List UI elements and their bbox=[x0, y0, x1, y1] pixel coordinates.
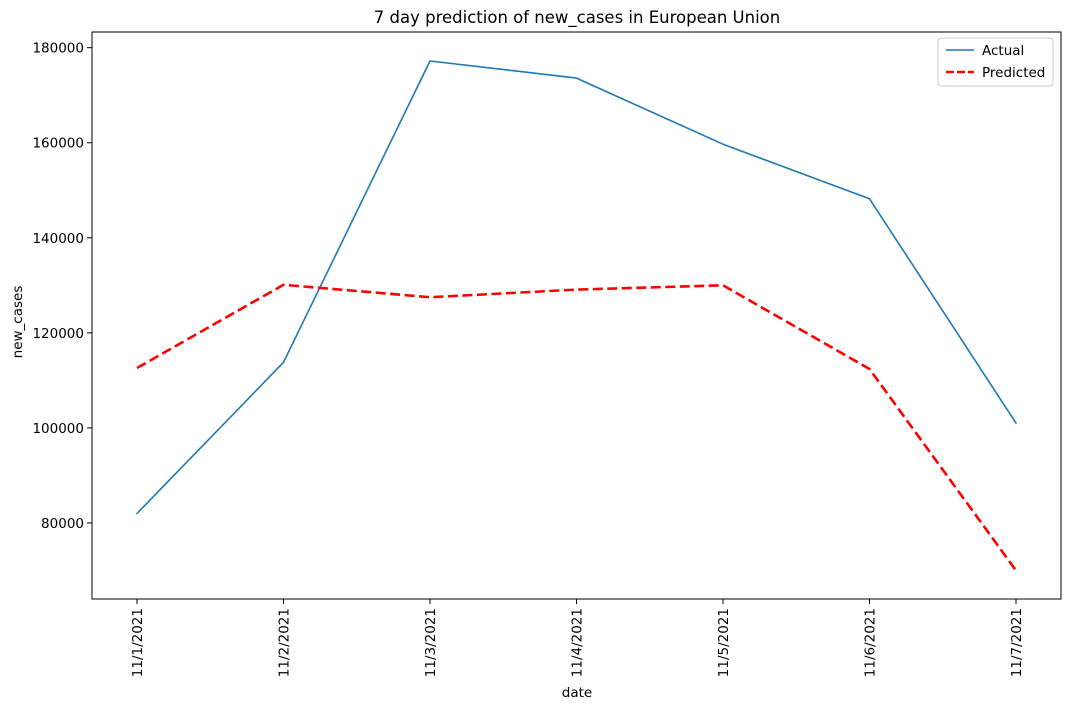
y-tick-label: 120000 bbox=[32, 326, 84, 342]
chart-title: 7 day prediction of new_cases in Europea… bbox=[374, 8, 780, 28]
x-tick-label: 11/1/2021 bbox=[130, 608, 146, 677]
x-tick-label: 11/3/2021 bbox=[423, 608, 439, 677]
legend-label-predicted: Predicted bbox=[982, 65, 1045, 81]
plot-frame bbox=[91, 31, 1062, 600]
x-tick-label: 11/5/2021 bbox=[716, 608, 732, 677]
plot-area: 80000 100000 120000 140000 160000 180000 11/1/… bbox=[32, 31, 1062, 677]
x-tick-label: 11/7/2021 bbox=[1009, 608, 1025, 677]
x-tick-label: 11/6/2021 bbox=[863, 608, 879, 677]
y-tick-label: 100000 bbox=[32, 421, 84, 437]
x-tick-label: 11/2/2021 bbox=[277, 608, 293, 677]
y-tick-label: 140000 bbox=[32, 231, 84, 247]
y-axis-label: new_cases bbox=[10, 286, 26, 359]
y-tick-label: 160000 bbox=[32, 136, 84, 152]
x-tick-label: 11/4/2021 bbox=[570, 608, 586, 677]
legend: Actual Predicted bbox=[937, 37, 1054, 87]
x-axis-label: date bbox=[562, 685, 592, 701]
y-tick-label: 80000 bbox=[41, 516, 84, 532]
series-line-predicted bbox=[136, 283, 1018, 572]
legend-label-actual: Actual bbox=[982, 43, 1024, 59]
series-line-actual bbox=[136, 60, 1017, 515]
y-tick-label: 180000 bbox=[32, 41, 84, 57]
